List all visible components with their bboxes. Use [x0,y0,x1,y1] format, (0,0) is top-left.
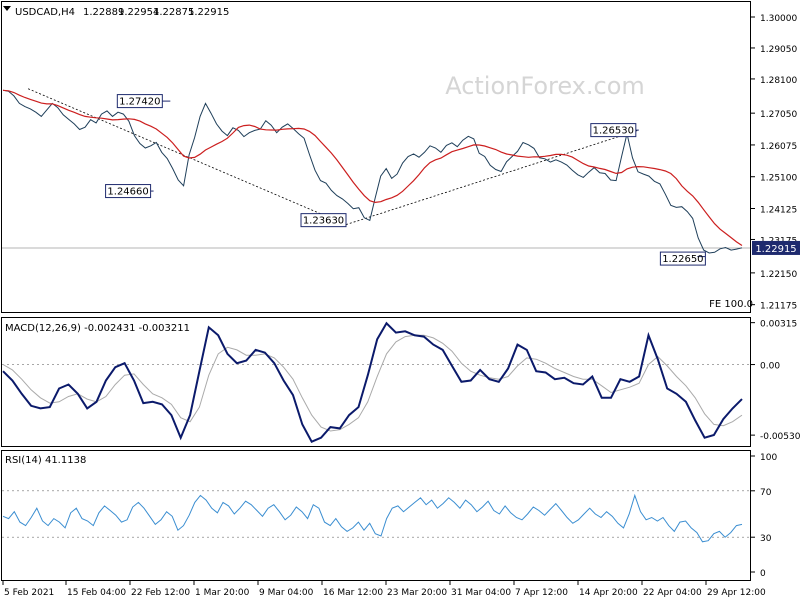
open-value: 1.22889 [83,7,124,18]
price-panel-frame [1,1,751,313]
rsi-tick-label: 30 [760,534,772,544]
price-tick-label: 1.25100 [760,174,797,184]
price-annotation-label: 1.26530 [593,126,634,137]
trendline [345,129,639,226]
price-tick-label: 1.29050 [760,45,797,55]
time-tick-label: 22 Apr 04:00 [643,588,702,598]
macd-tick-label: 0.00 [760,362,780,372]
rsi-panel: 100 70 30 0 RSI(14) 41.1138 [2,453,777,579]
time-tick-label: 29 Apr 12:00 [707,588,766,598]
fe-label: FE 100.0 [709,299,753,310]
time-tick-label: 14 Apr 20:00 [579,588,638,598]
time-axis-labels: 5 Feb 2021 15 Feb 04:00 22 Feb 12:00 1 Mar … [2,581,766,598]
last-price-box [752,240,800,255]
price-header: USDCAD,H4 1.22889 1.22954 1.22875 1.2291… [3,6,229,18]
price-series-line [2,89,743,254]
moving-average-line [2,89,743,247]
time-tick-label: 1 Mar 20:00 [195,588,250,598]
price-annotations: 1.27420 1.24660 1.23630 1.26530 1.22650 [105,94,706,266]
rsi-axis-labels: 100 70 30 0 [750,453,777,579]
price-tick-label: 1.28100 [760,76,797,86]
time-tick-label: 23 Mar 20:00 [387,588,447,598]
macd-signal-line [2,334,743,432]
price-tick-label: 1.22150 [760,270,797,280]
rsi-tick-label: 0 [760,569,766,579]
time-tick-label: 31 Mar 04:00 [451,588,511,598]
macd-tick-label: 0.00315 [760,320,797,330]
time-tick-label: 16 Mar 12:00 [323,588,383,598]
high-value: 1.22954 [118,7,159,18]
macd-tick-label: -0.005307 [760,432,800,442]
price-annotation-label: 1.22650 [662,254,703,265]
last-price-value: 1.22915 [755,244,796,255]
rsi-tick-label: 70 [760,488,772,498]
price-tick-label: 1.27050 [760,110,797,120]
time-tick-label: 15 Feb 04:00 [67,588,126,598]
rsi-line [2,493,743,543]
price-annotation-label: 1.27420 [119,97,160,108]
last-price-badge: 1.22915 [752,240,800,255]
watermark: ActionForex.com [445,72,645,100]
rsi-panel-frame [1,450,751,581]
time-tick-label: 7 Apr 12:00 [515,588,568,598]
macd-line [2,321,743,443]
symbol-label: USDCAD,H4 [15,7,75,18]
price-tick-label: 1.30000 [760,14,797,24]
price-annotation-box [659,251,706,266]
close-value: 1.22915 [188,7,229,18]
macd-title: MACD(12,26,9) -0.002431 -0.003211 [5,323,190,334]
dropdown-arrow-icon[interactable] [3,6,11,11]
macd-axis-labels: 0.00315 0.00 -0.005307 [750,320,800,442]
price-tick-label: 1.21175 [760,302,797,312]
low-value: 1.22875 [153,7,194,18]
price-tick-label: 1.26075 [760,142,797,152]
time-tick-label: 22 Feb 12:00 [131,588,190,598]
time-tick-label: 9 Mar 04:00 [259,588,314,598]
macd-panel-frame [1,317,751,447]
macd-panel: 0.00315 0.00 -0.005307 MACD(12,26,9) -0.00… [2,320,800,443]
rsi-tick-label: 100 [760,453,777,463]
price-tick-label: 1.24125 [760,206,797,216]
price-annotation-box [300,213,347,228]
price-annotation-label: 1.24660 [107,187,148,198]
time-tick-label: 5 Feb 2021 [4,588,54,598]
rsi-title: RSI(14) 41.1138 [5,455,86,466]
price-annotation-label: 1.23630 [303,216,344,227]
price-panel: 1.27420 1.24660 1.23630 1.26530 1.22650 1.30… [2,6,800,312]
